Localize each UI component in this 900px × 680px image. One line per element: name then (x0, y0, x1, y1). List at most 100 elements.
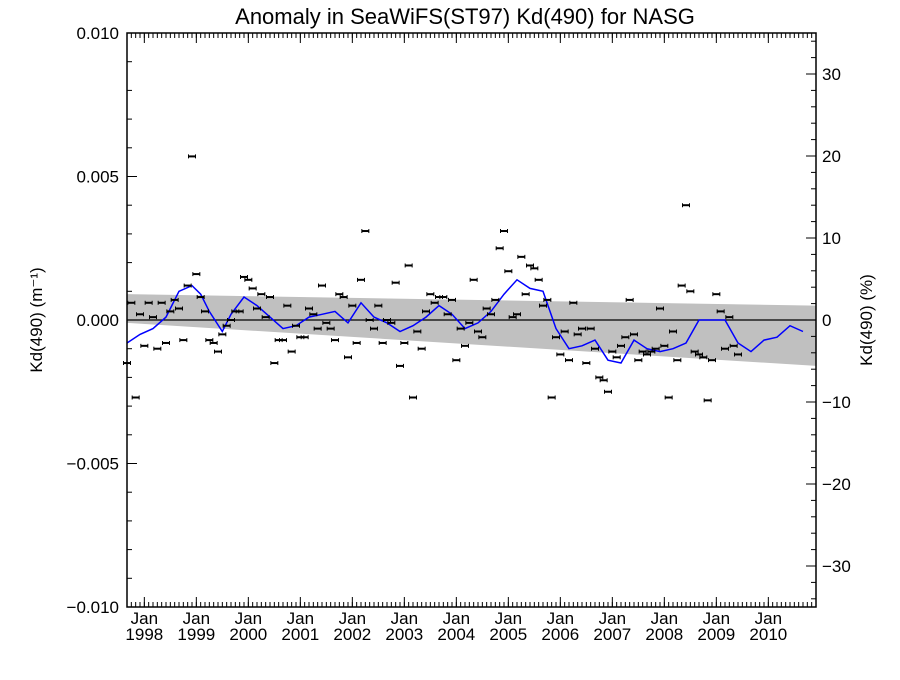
anomaly-point (703, 398, 712, 403)
anomaly-point (244, 277, 253, 282)
anomaly-point (370, 326, 378, 331)
x-tick-year-label: 2003 (385, 625, 423, 644)
y-tick-label: 0.005 (76, 168, 119, 187)
anomaly-point (604, 389, 612, 394)
anomaly-point (651, 346, 660, 351)
anomaly-point (560, 329, 569, 334)
y-tick-label: −0.005 (67, 455, 119, 474)
anomaly-point (357, 277, 365, 282)
x-tick-month-label: Jan (287, 609, 314, 628)
anomaly-point (695, 352, 703, 357)
anomaly-point (508, 315, 517, 320)
x-tick-year-label: 1998 (125, 625, 163, 644)
anomaly-point (578, 326, 586, 331)
anomaly-point (196, 295, 205, 300)
anomaly-point (201, 309, 209, 314)
anomaly-point (400, 340, 409, 345)
x-tick-month-label: Jan (391, 609, 418, 628)
anomaly-point (222, 323, 231, 328)
anomaly-point (595, 375, 604, 380)
anomaly-point (209, 340, 218, 345)
anomaly-point (543, 297, 552, 302)
anomaly-point (266, 295, 274, 300)
anomaly-point (214, 349, 222, 354)
anomaly-point (205, 338, 214, 343)
anomaly-point (729, 343, 738, 348)
x-tick-month-label: Jan (703, 609, 730, 628)
anomaly-point (188, 154, 196, 159)
anomaly-point (452, 358, 461, 363)
anomaly-point (630, 332, 638, 337)
anomaly-point (374, 303, 383, 308)
anomaly-point (422, 309, 430, 314)
anomaly-point (439, 295, 448, 300)
anomaly-point (175, 306, 183, 311)
anomaly-point (582, 361, 591, 366)
anomaly-point (495, 246, 504, 251)
anomaly-point (430, 300, 439, 305)
anomaly-point (565, 358, 573, 363)
anomaly-point (682, 203, 690, 208)
anomaly-point (625, 297, 634, 302)
anomaly-point (183, 283, 192, 288)
anomaly-point (348, 303, 357, 308)
anomaly-point (552, 335, 560, 340)
anomaly-point (491, 297, 500, 302)
anomaly-point (261, 315, 270, 320)
anomaly-point (721, 346, 729, 351)
anomaly-point (361, 229, 370, 234)
anomaly-point (487, 312, 495, 317)
anomaly-point (157, 300, 166, 305)
anomaly-point (500, 229, 508, 234)
anomaly-point (482, 306, 491, 311)
anomaly-point (404, 263, 413, 268)
x-tick-year-label: 2005 (489, 625, 527, 644)
anomaly-point (339, 295, 348, 300)
x-tick-year-label: 2002 (333, 625, 371, 644)
anomaly-point (621, 335, 630, 340)
y-right-tick-label: 20 (822, 147, 841, 166)
anomaly-point (547, 395, 556, 400)
y-axis-label-right: Kd(490) (%) (857, 274, 876, 366)
anomaly-point (309, 312, 318, 317)
smoothed-line-layer (126, 278, 804, 364)
anomaly-point (690, 349, 699, 354)
anomaly-point (469, 277, 478, 282)
anomaly-point (461, 343, 469, 348)
anomaly-point (248, 286, 257, 291)
anomaly-point (526, 263, 534, 268)
trend-confidence-band (127, 294, 816, 366)
y-right-tick-label: −20 (822, 475, 851, 494)
anomaly-point (192, 272, 201, 277)
anomaly-point (387, 320, 396, 325)
anomaly-point (599, 378, 608, 383)
anomaly-point (478, 335, 487, 340)
x-tick-month-label: Jan (547, 609, 574, 628)
anomaly-point (365, 318, 374, 322)
anomaly-point (270, 361, 279, 366)
anomaly-point (179, 338, 188, 343)
anomaly-point (409, 395, 417, 400)
anomaly-point (417, 346, 426, 351)
anomaly-point (283, 303, 292, 308)
anomaly-point (686, 289, 695, 294)
anomaly-point (235, 309, 244, 314)
anomaly-point (608, 349, 617, 354)
anomaly-point (292, 323, 300, 328)
anomaly-point (677, 283, 686, 288)
anomaly-point (617, 343, 625, 348)
anomaly-point (287, 349, 296, 354)
x-tick-month-label: Jan (651, 609, 678, 628)
anomaly-point (413, 329, 422, 334)
anomaly-point (638, 349, 647, 354)
y-right-tick-label: 0 (822, 311, 831, 330)
y-right-tick-label: 30 (822, 65, 841, 84)
y-right-tick-label: −10 (822, 393, 851, 412)
y-tick-label: 0.000 (76, 311, 119, 330)
anomaly-points-layer (123, 154, 742, 403)
smoothed-anomaly-line (126, 278, 804, 364)
anomaly-point (465, 320, 474, 325)
anomaly-point (534, 277, 543, 282)
x-tick-year-label: 2009 (697, 625, 735, 644)
